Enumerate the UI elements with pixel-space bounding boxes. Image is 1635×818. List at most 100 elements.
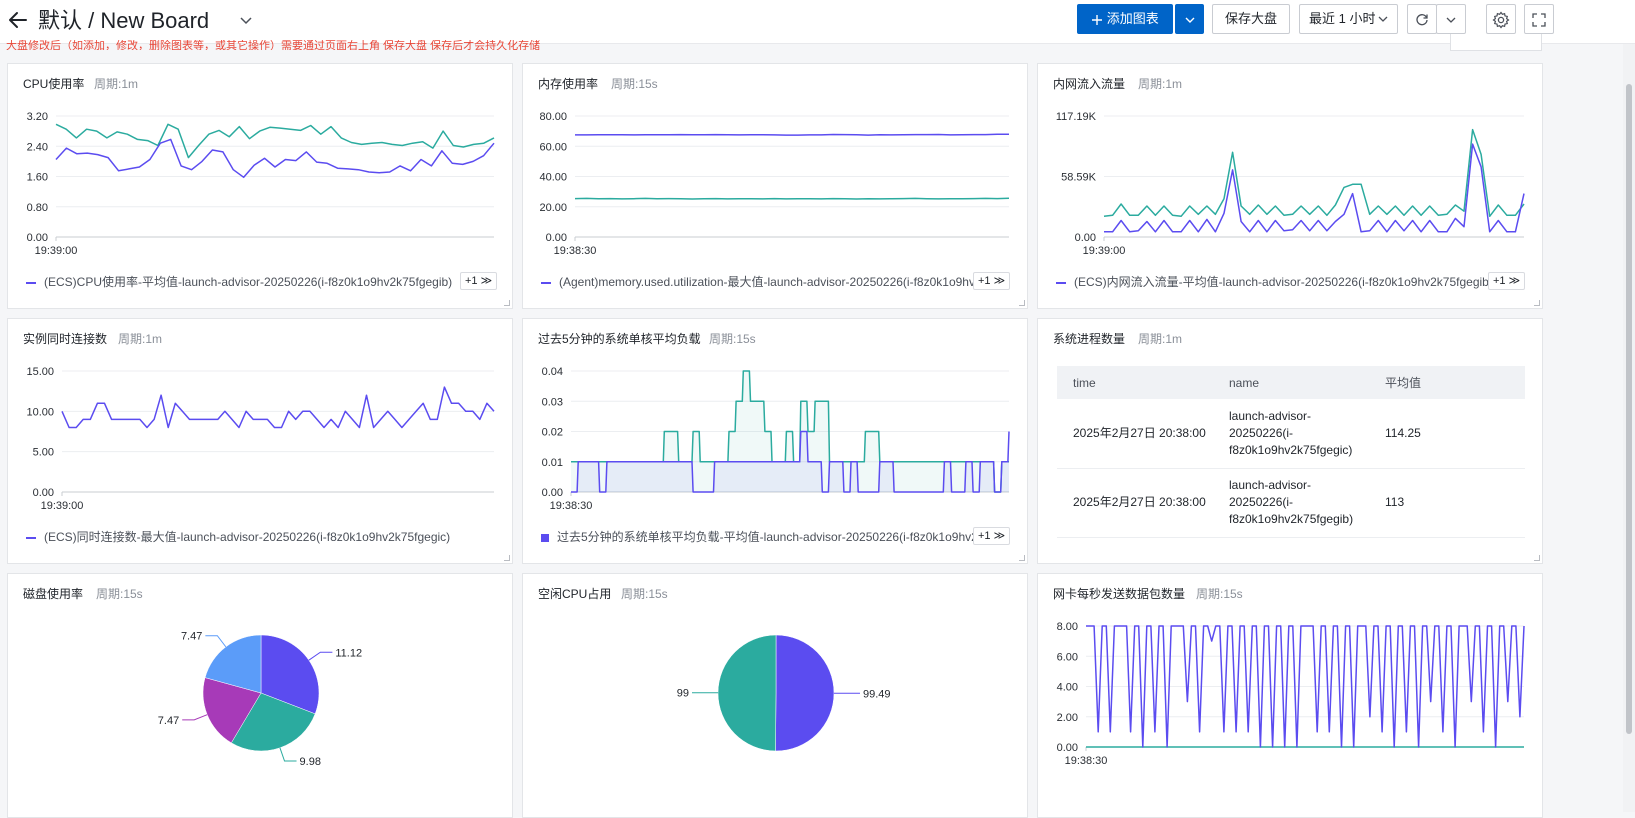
- legend-label: 过去5分钟的系统单核平均负载-平均值-launch-advisor-202502…: [557, 530, 973, 544]
- y-tick-label: 0.00: [1075, 232, 1096, 244]
- double-chevron-icon: ≫: [994, 275, 1006, 287]
- resize-handle[interactable]: [1534, 300, 1540, 306]
- back-arrow-icon[interactable]: [6, 8, 30, 32]
- idle-cpu-pie-chart: 99.49 99: [523, 574, 1029, 814]
- series-line[interactable]: [575, 198, 1009, 199]
- pie-slice-label: 11.12: [335, 647, 362, 659]
- name-line: f8z0k1o9hv2k75fgegib): [1229, 511, 1368, 528]
- y-tick-label: 60.00: [539, 141, 567, 153]
- y-tick-label: 0.01: [542, 457, 563, 469]
- pie-slice-label: 99: [677, 688, 689, 700]
- legend-more-button[interactable]: +1 ≫: [973, 272, 1010, 290]
- legend-swatch: [26, 282, 36, 284]
- chevron-down-icon: [1377, 13, 1389, 25]
- resize-handle[interactable]: [1019, 300, 1025, 306]
- pie-label-line: [280, 748, 297, 761]
- y-tick-label: 0.00: [33, 487, 54, 499]
- legend-more-button[interactable]: +1 ≫: [973, 527, 1010, 545]
- cell-time: 2025年2月27日 20:38:00: [1057, 468, 1213, 537]
- legend-label: (ECS)同时连接数-最大值-launch-advisor-20250226(i…: [44, 530, 450, 544]
- x-tick-label: 19:39:00: [35, 245, 78, 257]
- y-tick-label: 6.00: [1057, 651, 1078, 663]
- name-line: f8z0k1o9hv2k75fgegic): [1229, 442, 1368, 459]
- add-chart-button[interactable]: 添加图表: [1077, 4, 1173, 34]
- series-line[interactable]: [575, 134, 1009, 135]
- x-tick-label: 19:38:30: [1065, 755, 1108, 767]
- time-range-select[interactable]: 最近 1 小时: [1299, 4, 1398, 34]
- double-chevron-icon: ≫: [1509, 275, 1521, 287]
- name-line: 20250226(i-: [1229, 494, 1368, 511]
- legend-more-button[interactable]: +1 ≫: [460, 272, 497, 290]
- resize-handle[interactable]: [1534, 555, 1540, 561]
- cell-name: launch-advisor-20250226(i-f8z0k1o9hv2k75…: [1213, 399, 1369, 468]
- y-tick-label: 10.00: [26, 406, 54, 418]
- pie-slice-label: 7.47: [158, 715, 179, 727]
- chart-legend[interactable]: (ECS)同时连接数-最大值-launch-advisor-20250226(i…: [26, 529, 496, 545]
- y-tick-label: 58.59K: [1061, 172, 1097, 184]
- fullscreen-icon: [1532, 13, 1546, 27]
- save-board-button[interactable]: 保存大盘: [1212, 4, 1290, 34]
- chart-legend[interactable]: 过去5分钟的系统单核平均负载-平均值-launch-advisor-202502…: [541, 529, 973, 545]
- column-header-time[interactable]: time: [1057, 366, 1213, 399]
- cell-name: launch-advisor-20250226(i-f8z0k1o9hv2k75…: [1213, 468, 1369, 537]
- y-tick-label: 0.00: [542, 487, 563, 499]
- refresh-interval-dropdown[interactable]: [1436, 4, 1466, 34]
- pie-label-line: [205, 636, 225, 647]
- add-chart-label: 添加图表: [1107, 11, 1159, 26]
- chevron-down-icon[interactable]: [238, 12, 254, 28]
- series-line[interactable]: [1104, 130, 1524, 217]
- y-tick-label: 1.60: [27, 172, 48, 184]
- panel-period: 周期:1m: [1138, 331, 1182, 347]
- pie-slice[interactable]: [776, 635, 834, 751]
- pie-slice-label: 99.49: [863, 688, 891, 700]
- cell-time: 2025年2月27日 20:38:00: [1057, 399, 1213, 468]
- panel-process-count: 系统进程数量 周期:1m time name 平均值 2025年2月27日 20…: [1037, 318, 1543, 564]
- series-line[interactable]: [62, 387, 494, 427]
- y-tick-label: 3.20: [27, 111, 48, 123]
- chart-legend[interactable]: (Agent)memory.used.utilization-最大值-launc…: [541, 274, 973, 290]
- pie-slice[interactable]: [718, 635, 776, 751]
- legend-swatch: [26, 537, 36, 539]
- y-tick-label: 8.00: [1057, 621, 1078, 633]
- resize-handle[interactable]: [504, 300, 510, 306]
- x-tick-label: 19:38:30: [550, 500, 593, 512]
- page-scrollbar[interactable]: [1623, 44, 1635, 812]
- series-line[interactable]: [1104, 144, 1524, 232]
- legend-more-button[interactable]: +1 ≫: [1488, 272, 1525, 290]
- resize-handle[interactable]: [504, 555, 510, 561]
- process-table: time name 平均值 2025年2月27日 20:38:00 launch…: [1057, 366, 1525, 538]
- legend-label: (Agent)memory.used.utilization-最大值-launc…: [559, 275, 973, 289]
- fullscreen-button[interactable]: [1524, 4, 1554, 34]
- y-tick-label: 0.00: [1057, 742, 1078, 754]
- column-header-avg[interactable]: 平均值: [1369, 366, 1525, 399]
- resize-handle[interactable]: [1019, 555, 1025, 561]
- scrollbar-thumb[interactable]: [1626, 84, 1632, 734]
- y-tick-label: 0.00: [546, 232, 567, 244]
- x-tick-label: 19:39:00: [1083, 245, 1126, 257]
- add-chart-dropdown[interactable]: [1175, 4, 1204, 34]
- chart-legend[interactable]: (ECS)内网流入流量-平均值-launch-advisor-20250226(…: [1056, 274, 1488, 290]
- disk-pie-chart: 11.129.987.477.47: [8, 574, 514, 814]
- double-chevron-icon: ≫: [994, 530, 1006, 542]
- plus-icon: [1091, 14, 1103, 26]
- column-header-name[interactable]: name: [1213, 366, 1369, 399]
- x-tick-label: 19:38:30: [554, 245, 597, 257]
- legend-label: (ECS)内网流入流量-平均值-launch-advisor-20250226(…: [1074, 275, 1488, 289]
- pie-label-line: [309, 652, 333, 660]
- settings-button[interactable]: [1486, 4, 1516, 34]
- chart-legend[interactable]: (ECS)CPU使用率-平均值-launch-advisor-20250226(…: [26, 274, 456, 290]
- toolbar-stub: [1450, 34, 1542, 51]
- series-line[interactable]: [56, 124, 494, 157]
- refresh-button[interactable]: [1407, 4, 1437, 34]
- y-tick-label: 15.00: [26, 366, 54, 378]
- y-tick-label: 5.00: [33, 447, 54, 459]
- double-chevron-icon: ≫: [481, 275, 493, 287]
